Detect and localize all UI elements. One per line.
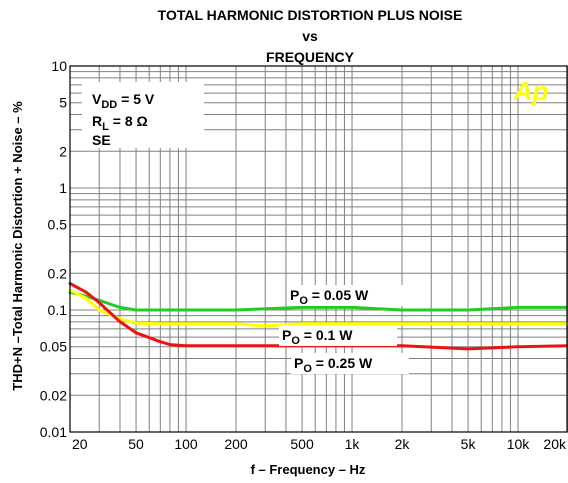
y-tick-label: 1 — [59, 180, 67, 196]
y-tick-label: 2 — [59, 143, 67, 159]
series-line-1 — [68, 290, 568, 312]
y-tick-label: 0.5 — [48, 217, 68, 233]
x-tick-label: 20 — [72, 436, 88, 452]
chart-title-line: FREQUENCY — [266, 49, 355, 65]
y-tick-label: 0.05 — [40, 339, 67, 355]
x-tick-label: 500 — [290, 436, 314, 452]
x-tick-label: 2k — [395, 436, 411, 452]
series-label-1: PO = 0.05 W — [290, 287, 369, 307]
x-tick-label: 1k — [345, 436, 361, 452]
conditions-box: VDD = 5 VRL = 8 ΩSE — [82, 82, 204, 148]
chart-title-line: TOTAL HARMONIC DISTORTION PLUS NOISE — [158, 7, 463, 23]
series-labels: PO = 0.05 W PO = 0.1 W PO = 0.25 W — [279, 285, 409, 375]
chart-title: TOTAL HARMONIC DISTORTION PLUS NOISE vs FR… — [158, 7, 463, 65]
y-tick-label: 0.1 — [48, 302, 68, 318]
series-line-2 — [68, 288, 568, 328]
condition-line: SE — [92, 132, 111, 148]
x-tick-label: 200 — [224, 436, 248, 452]
chart-title-line: vs — [302, 28, 318, 44]
series-label-bg — [287, 285, 405, 306]
x-tick-label: 100 — [174, 436, 198, 452]
series-label-bg — [279, 325, 397, 346]
conditions-bg — [82, 82, 204, 148]
series-lines — [68, 282, 568, 351]
y-tick-label: 5 — [59, 95, 67, 111]
y-axis-label: THD+N –Total Harmonic Distortion + Noise… — [10, 101, 25, 391]
x-tick-label: 20k — [543, 436, 567, 452]
condition-line: RL = 8 Ω — [92, 113, 148, 133]
x-tick-label: 10k — [507, 436, 531, 452]
y-tick-label: 0.2 — [48, 265, 68, 281]
plot-frame — [69, 65, 568, 433]
plot-border — [69, 65, 568, 433]
series-label-2: PO = 0.1 W — [282, 327, 353, 347]
x-tick-label: 50 — [128, 436, 144, 452]
y-tick-label: 0.02 — [40, 387, 67, 403]
ap-logo: Ap — [513, 76, 549, 106]
x-tick-labels: 20 50 100 200 500 1k 2k 5k 10k 20k — [72, 436, 567, 452]
y-tick-label: 10 — [51, 58, 67, 74]
series-label-bg — [291, 353, 409, 374]
y-tick-labels: 10 5 2 1 0.5 0.2 0.1 0.05 0.02 0.01 — [40, 58, 67, 440]
series-label-3: PO = 0.25 W — [294, 355, 373, 375]
series-line-3 — [68, 282, 568, 351]
y-tick-label: 0.01 — [40, 424, 67, 440]
condition-line: VDD = 5 V — [92, 91, 155, 111]
x-tick-label: 5k — [461, 436, 477, 452]
x-axis-label: f – Frequency – Hz — [251, 462, 366, 477]
